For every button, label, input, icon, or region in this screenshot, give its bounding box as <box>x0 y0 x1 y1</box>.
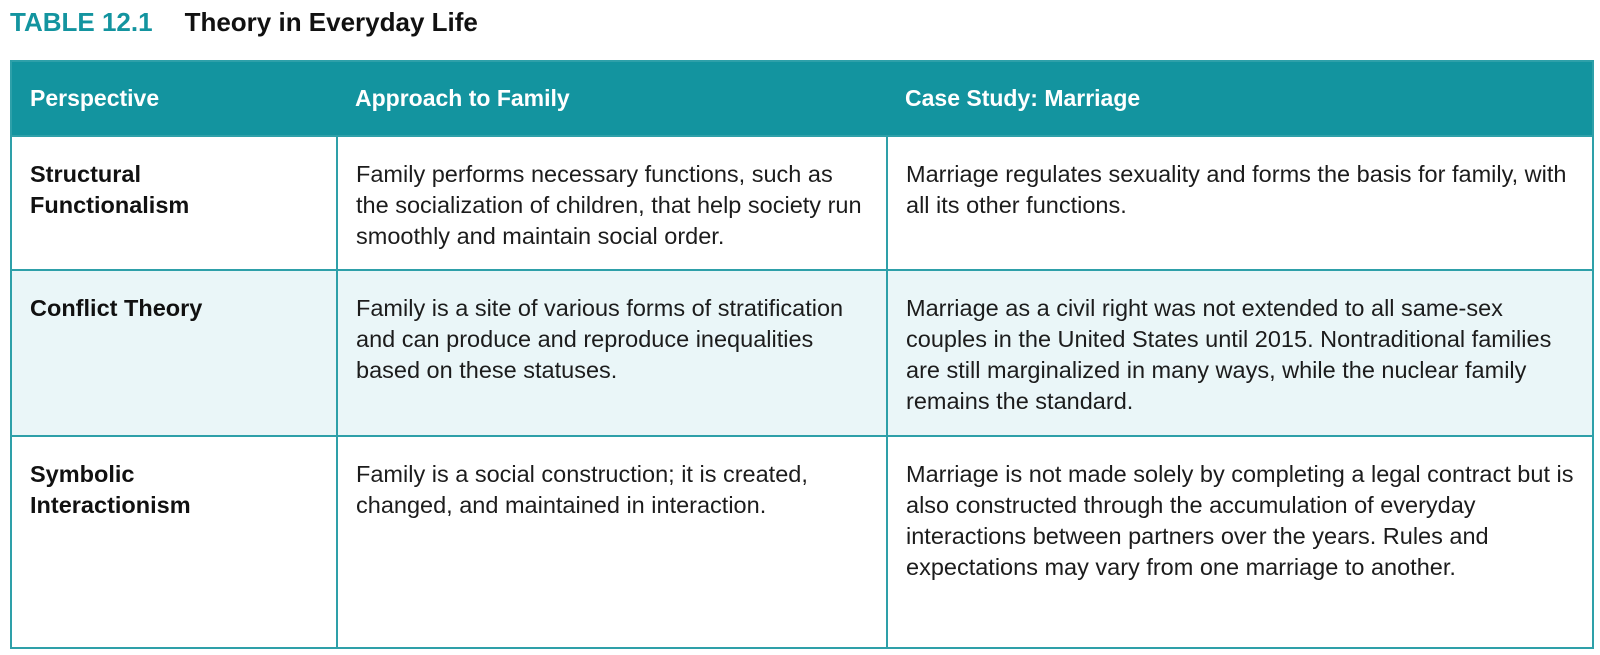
table-header-row: Perspective Approach to Family Case Stud… <box>12 62 1592 136</box>
table-number: TABLE 12.1 <box>10 6 153 37</box>
perspective-name-line: Structural <box>30 161 141 187</box>
table-row: Conflict Theory Family is a site of vari… <box>12 269 1592 436</box>
approach-cell: Family is a social construction; it is c… <box>336 435 887 647</box>
table-title: Theory in Everyday Life <box>184 6 478 37</box>
header-approach-to-family: Approach to Family <box>355 85 570 111</box>
table-caption: TABLE 12.1 Theory in Everyday Life <box>10 2 478 42</box>
case-study-cell: Marriage regulates sexuality and forms t… <box>886 135 1592 270</box>
perspective-cell: Symbolic Interactionism <box>12 435 337 647</box>
header-perspective: Perspective <box>30 85 160 111</box>
perspective-cell: Conflict Theory <box>12 269 337 436</box>
perspective-name-line: Conflict Theory <box>30 295 203 321</box>
perspective-name-line: Functionalism <box>30 192 190 218</box>
perspective-name-line: Interactionism <box>30 492 191 518</box>
approach-cell: Family is a site of various forms of str… <box>336 269 887 436</box>
header-case-study-marriage: Case Study: Marriage <box>905 85 1141 111</box>
case-study-cell: Marriage as a civil right was not extend… <box>886 269 1592 436</box>
perspective-name-line: Symbolic <box>30 461 135 487</box>
case-study-cell: Marriage is not made solely by completin… <box>886 435 1592 647</box>
perspective-cell: Structural Functionalism <box>12 135 337 270</box>
table-row: Structural Functionalism Family performs… <box>12 135 1592 270</box>
approach-cell: Family performs necessary functions, suc… <box>336 135 887 270</box>
theory-table: Perspective Approach to Family Case Stud… <box>10 60 1594 649</box>
table-row: Symbolic Interactionism Family is a soci… <box>12 435 1592 647</box>
